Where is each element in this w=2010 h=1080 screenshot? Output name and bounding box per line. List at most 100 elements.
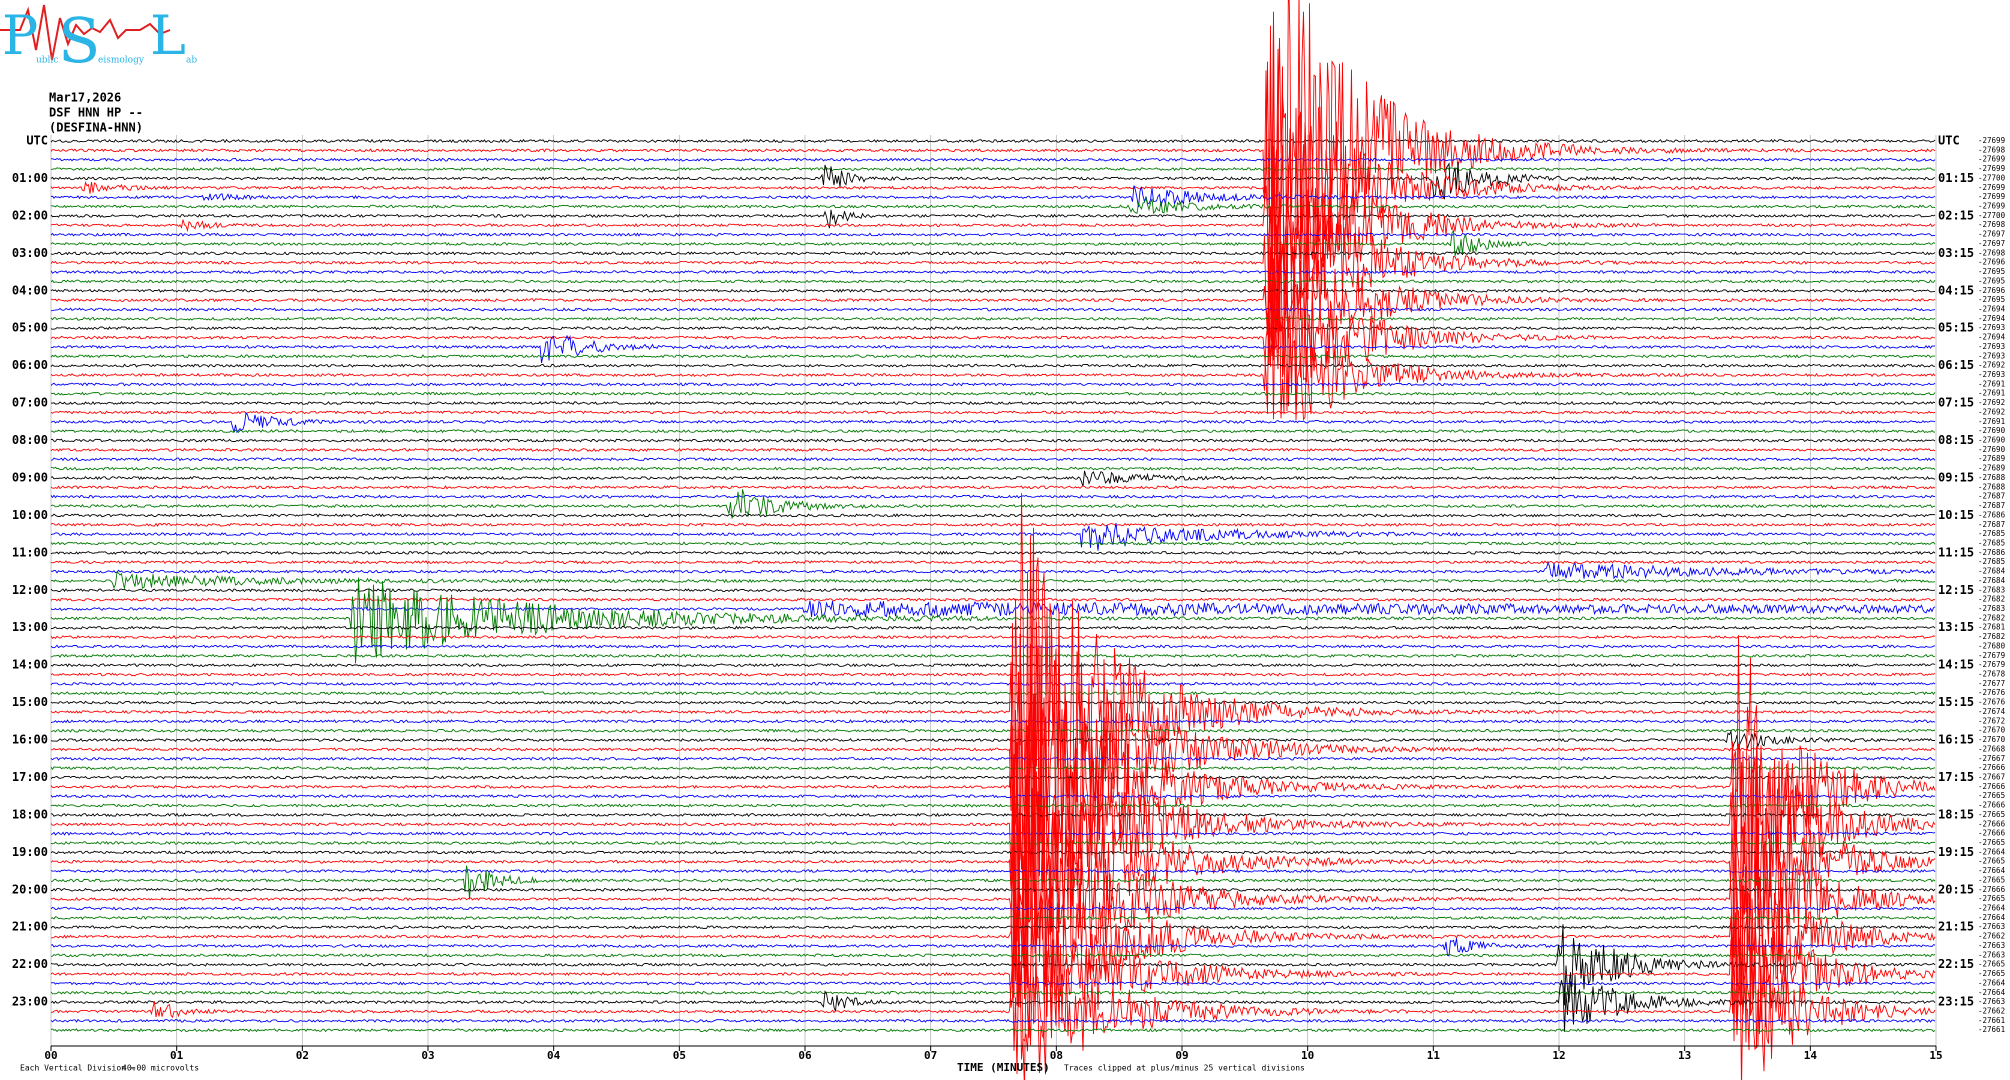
trace	[50, 885, 1936, 1060]
trace	[51, 466, 1936, 471]
logo-word: ublic	[36, 56, 58, 66]
trace-offset: -27694	[1978, 333, 2006, 342]
trace-offset: -27689	[1978, 464, 2005, 473]
trace	[50, 924, 1936, 1006]
trace-offset: -27665	[1978, 838, 2005, 847]
trace-offset: -27664	[1978, 913, 2006, 922]
trace	[50, 326, 1936, 331]
right-time-label: 07:15	[1938, 396, 1974, 410]
right-time-label: 03:15	[1938, 246, 1974, 260]
trace-offset: -27693	[1978, 342, 2005, 351]
trace-offset: -27663	[1978, 922, 2005, 931]
left-time-label: 16:00	[12, 733, 48, 747]
x-tick-label: 03	[421, 1049, 434, 1062]
left-time-label: 04:00	[12, 283, 48, 297]
trace	[50, 709, 1936, 1008]
right-time-label: 14:15	[1938, 658, 1974, 672]
left-time-label: 08:00	[12, 433, 48, 447]
right-time-label: UTC	[1938, 134, 1960, 148]
left-time-label: UTC	[26, 134, 48, 148]
trace-offset: -27666	[1978, 801, 2006, 810]
left-time-label: 12:00	[12, 583, 48, 597]
trace-offset: -27699	[1978, 136, 2005, 145]
trace-offset: -27674	[1978, 707, 2006, 716]
logo-word: ab	[186, 56, 197, 66]
trace	[50, 523, 1936, 551]
trace-offset: -27699	[1978, 155, 2005, 164]
right-time-label: 21:15	[1938, 920, 1974, 934]
trace-offset: -27696	[1978, 286, 2006, 295]
left-time-label: 02:00	[12, 208, 48, 222]
trace-offset: -27691	[1978, 417, 2005, 426]
x-tick-label: 08	[1050, 1049, 1063, 1062]
trace-offset: -27679	[1978, 660, 2005, 669]
trace-offset: -27670	[1978, 726, 2006, 735]
trace-offset: -27666	[1978, 885, 2006, 894]
trace-offset: -27693	[1978, 323, 2005, 332]
trace	[50, 382, 1936, 387]
trace	[50, 485, 1936, 490]
trace-offset: -27665	[1978, 969, 2005, 978]
trace	[50, 766, 1936, 771]
left-time-label: 20:00	[12, 882, 48, 896]
trace-offset: -27665	[1978, 875, 2005, 884]
trace	[50, 819, 1936, 1038]
trace-offset: -27691	[1978, 389, 2005, 398]
trace-offset: -27667	[1978, 754, 2005, 763]
trace	[50, 209, 1936, 229]
trace-offset: -27685	[1978, 529, 2005, 538]
trace	[50, 577, 1936, 664]
trace	[50, 249, 1936, 419]
trace	[50, 775, 1936, 780]
trace	[50, 672, 1936, 677]
division-label: Each Vertical Division =	[20, 1064, 136, 1073]
trace	[51, 572, 1936, 915]
trace	[50, 953, 1936, 958]
right-time-label: 18:15	[1938, 807, 1974, 821]
trace	[50, 831, 1936, 836]
trace-offset: -27698	[1978, 145, 2006, 154]
left-time-label: 01:00	[12, 171, 48, 185]
logo-letter: S	[58, 4, 100, 77]
trace	[50, 307, 1936, 312]
trace	[50, 633, 1936, 982]
trace	[50, 541, 1936, 546]
trace	[50, 691, 1936, 696]
trace	[50, 138, 1936, 144]
right-time-label: 01:15	[1938, 171, 1974, 185]
trace	[50, 938, 1936, 957]
trace	[50, 560, 1936, 565]
right-time-label: 23:15	[1938, 995, 1974, 1009]
trace	[50, 915, 1936, 921]
trace	[50, 887, 1936, 892]
trace	[50, 1028, 1936, 1033]
trace-offset: -27699	[1978, 202, 2005, 211]
left-time-label: 03:00	[12, 246, 48, 260]
trace-offset: -27664	[1978, 847, 2006, 856]
trace	[50, 600, 1936, 618]
left-time-label: 15:00	[12, 695, 48, 709]
trace-offset: -27666	[1978, 782, 2006, 791]
trace-offset: -27678	[1978, 670, 2006, 679]
trace-offset: -27697	[1978, 230, 2005, 239]
trace-offset: -27687	[1978, 492, 2005, 501]
trace	[50, 494, 1936, 499]
trace	[50, 410, 1936, 415]
x-tick-label: 10	[1301, 1049, 1314, 1062]
trace	[50, 561, 1936, 580]
trace-offset: -27662	[1978, 1006, 2005, 1015]
trace	[50, 296, 1936, 421]
left-time-label: 09:00	[12, 470, 48, 484]
trace	[50, 729, 1935, 750]
trace	[50, 751, 1936, 1008]
trace-offset: -27668	[1978, 744, 2006, 753]
trace	[50, 803, 1936, 808]
left-time-label: 18:00	[12, 807, 48, 821]
trace-offset: -27663	[1978, 941, 2005, 950]
trace-offset: -27695	[1978, 267, 2005, 276]
trace-offset: -27682	[1978, 632, 2005, 641]
trace	[50, 363, 1935, 368]
trace	[50, 206, 1936, 378]
